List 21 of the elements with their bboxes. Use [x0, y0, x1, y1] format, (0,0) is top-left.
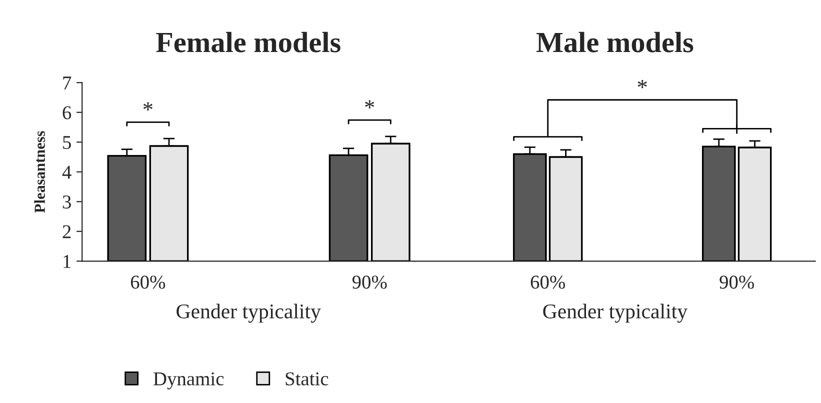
annotation: * [365, 100, 374, 108]
y-axis-title: Pleasantness [34, 131, 45, 213]
chart-title: Female models [156, 32, 340, 52]
y-tick-label: 1 [64, 255, 71, 268]
x-axis-title: Gender typicality [176, 304, 321, 323]
x-tick-label: 60% [530, 276, 565, 289]
legend-label: Static [286, 372, 328, 386]
x-tick-label: 90% [352, 276, 387, 289]
x-axis-title: Gender typicality [543, 304, 688, 323]
y-tick-label: 5 [63, 136, 71, 150]
annotation: * [143, 102, 152, 110]
x-tick-label: 90% [720, 276, 754, 289]
y-tick-label: 3 [62, 196, 71, 209]
y-tick-label: 6 [62, 106, 72, 120]
x-tick-label: 60% [130, 276, 166, 289]
y-tick-label: 4 [62, 166, 72, 179]
legend-label: Dynamic [154, 372, 224, 390]
annotation: * [638, 80, 647, 88]
chart-title: Male models [536, 32, 694, 52]
y-tick-label: 7 [63, 76, 72, 90]
y-tick-label: 2 [62, 225, 71, 238]
